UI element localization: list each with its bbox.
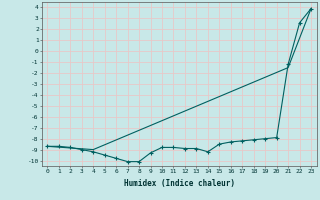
X-axis label: Humidex (Indice chaleur): Humidex (Indice chaleur) — [124, 179, 235, 188]
